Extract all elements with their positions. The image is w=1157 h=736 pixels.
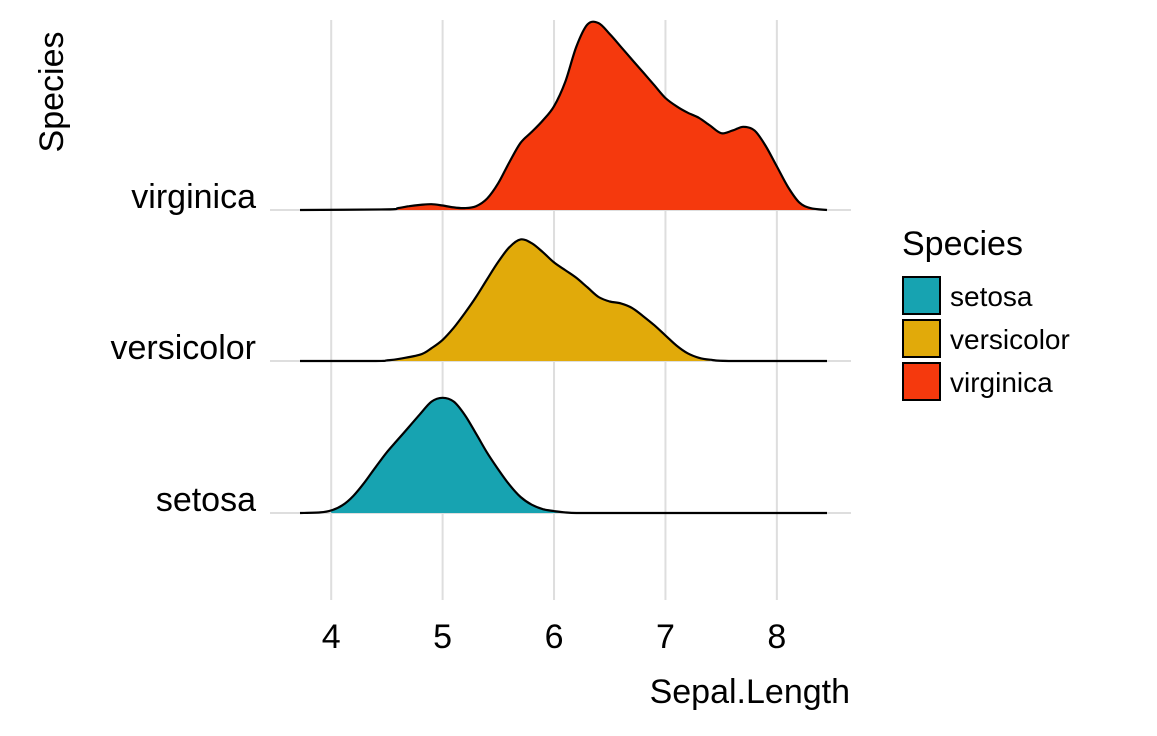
legend: Species setosa versicolor virginica (902, 225, 1070, 401)
ridge-versicolor (300, 238, 827, 363)
x-tick-label-7: 7 (656, 618, 675, 656)
x-tick-label-5: 5 (433, 618, 452, 656)
density-fill-setosa (331, 397, 577, 513)
density-fill-versicolor (386, 239, 710, 361)
legend-items: setosa versicolor virginica (902, 276, 1070, 401)
y-tick-label-virginica: virginica (131, 178, 256, 216)
legend-title: Species (902, 225, 1023, 263)
density-line-versicolor (300, 238, 827, 363)
legend-swatch-versicolor (902, 319, 941, 358)
legend-label-setosa: setosa (950, 281, 1033, 312)
ridge-setosa (299, 396, 827, 515)
y-axis-title: Species (33, 32, 71, 153)
density-line-setosa (299, 396, 827, 515)
ridges-layer (299, 20, 828, 515)
density-fill-virginica (398, 21, 827, 210)
y-axis-ticks: setosa versicolor virginica (111, 178, 257, 519)
density-line-virginica (299, 20, 828, 212)
x-tick-label-8: 8 (767, 618, 786, 656)
x-axis-ticks: 4 5 6 7 8 (322, 618, 787, 656)
legend-label-virginica: virginica (950, 367, 1053, 398)
legend-swatch-setosa (902, 276, 941, 315)
y-tick-label-setosa: setosa (156, 481, 256, 519)
legend-swatch-virginica (902, 362, 941, 401)
legend-label-versicolor: versicolor (950, 324, 1070, 355)
x-tick-label-4: 4 (322, 618, 341, 656)
x-tick-label-6: 6 (545, 618, 564, 656)
ridge-virginica (299, 20, 828, 212)
x-axis-title: Sepal.Length (650, 673, 850, 711)
y-tick-label-versicolor: versicolor (111, 329, 256, 367)
